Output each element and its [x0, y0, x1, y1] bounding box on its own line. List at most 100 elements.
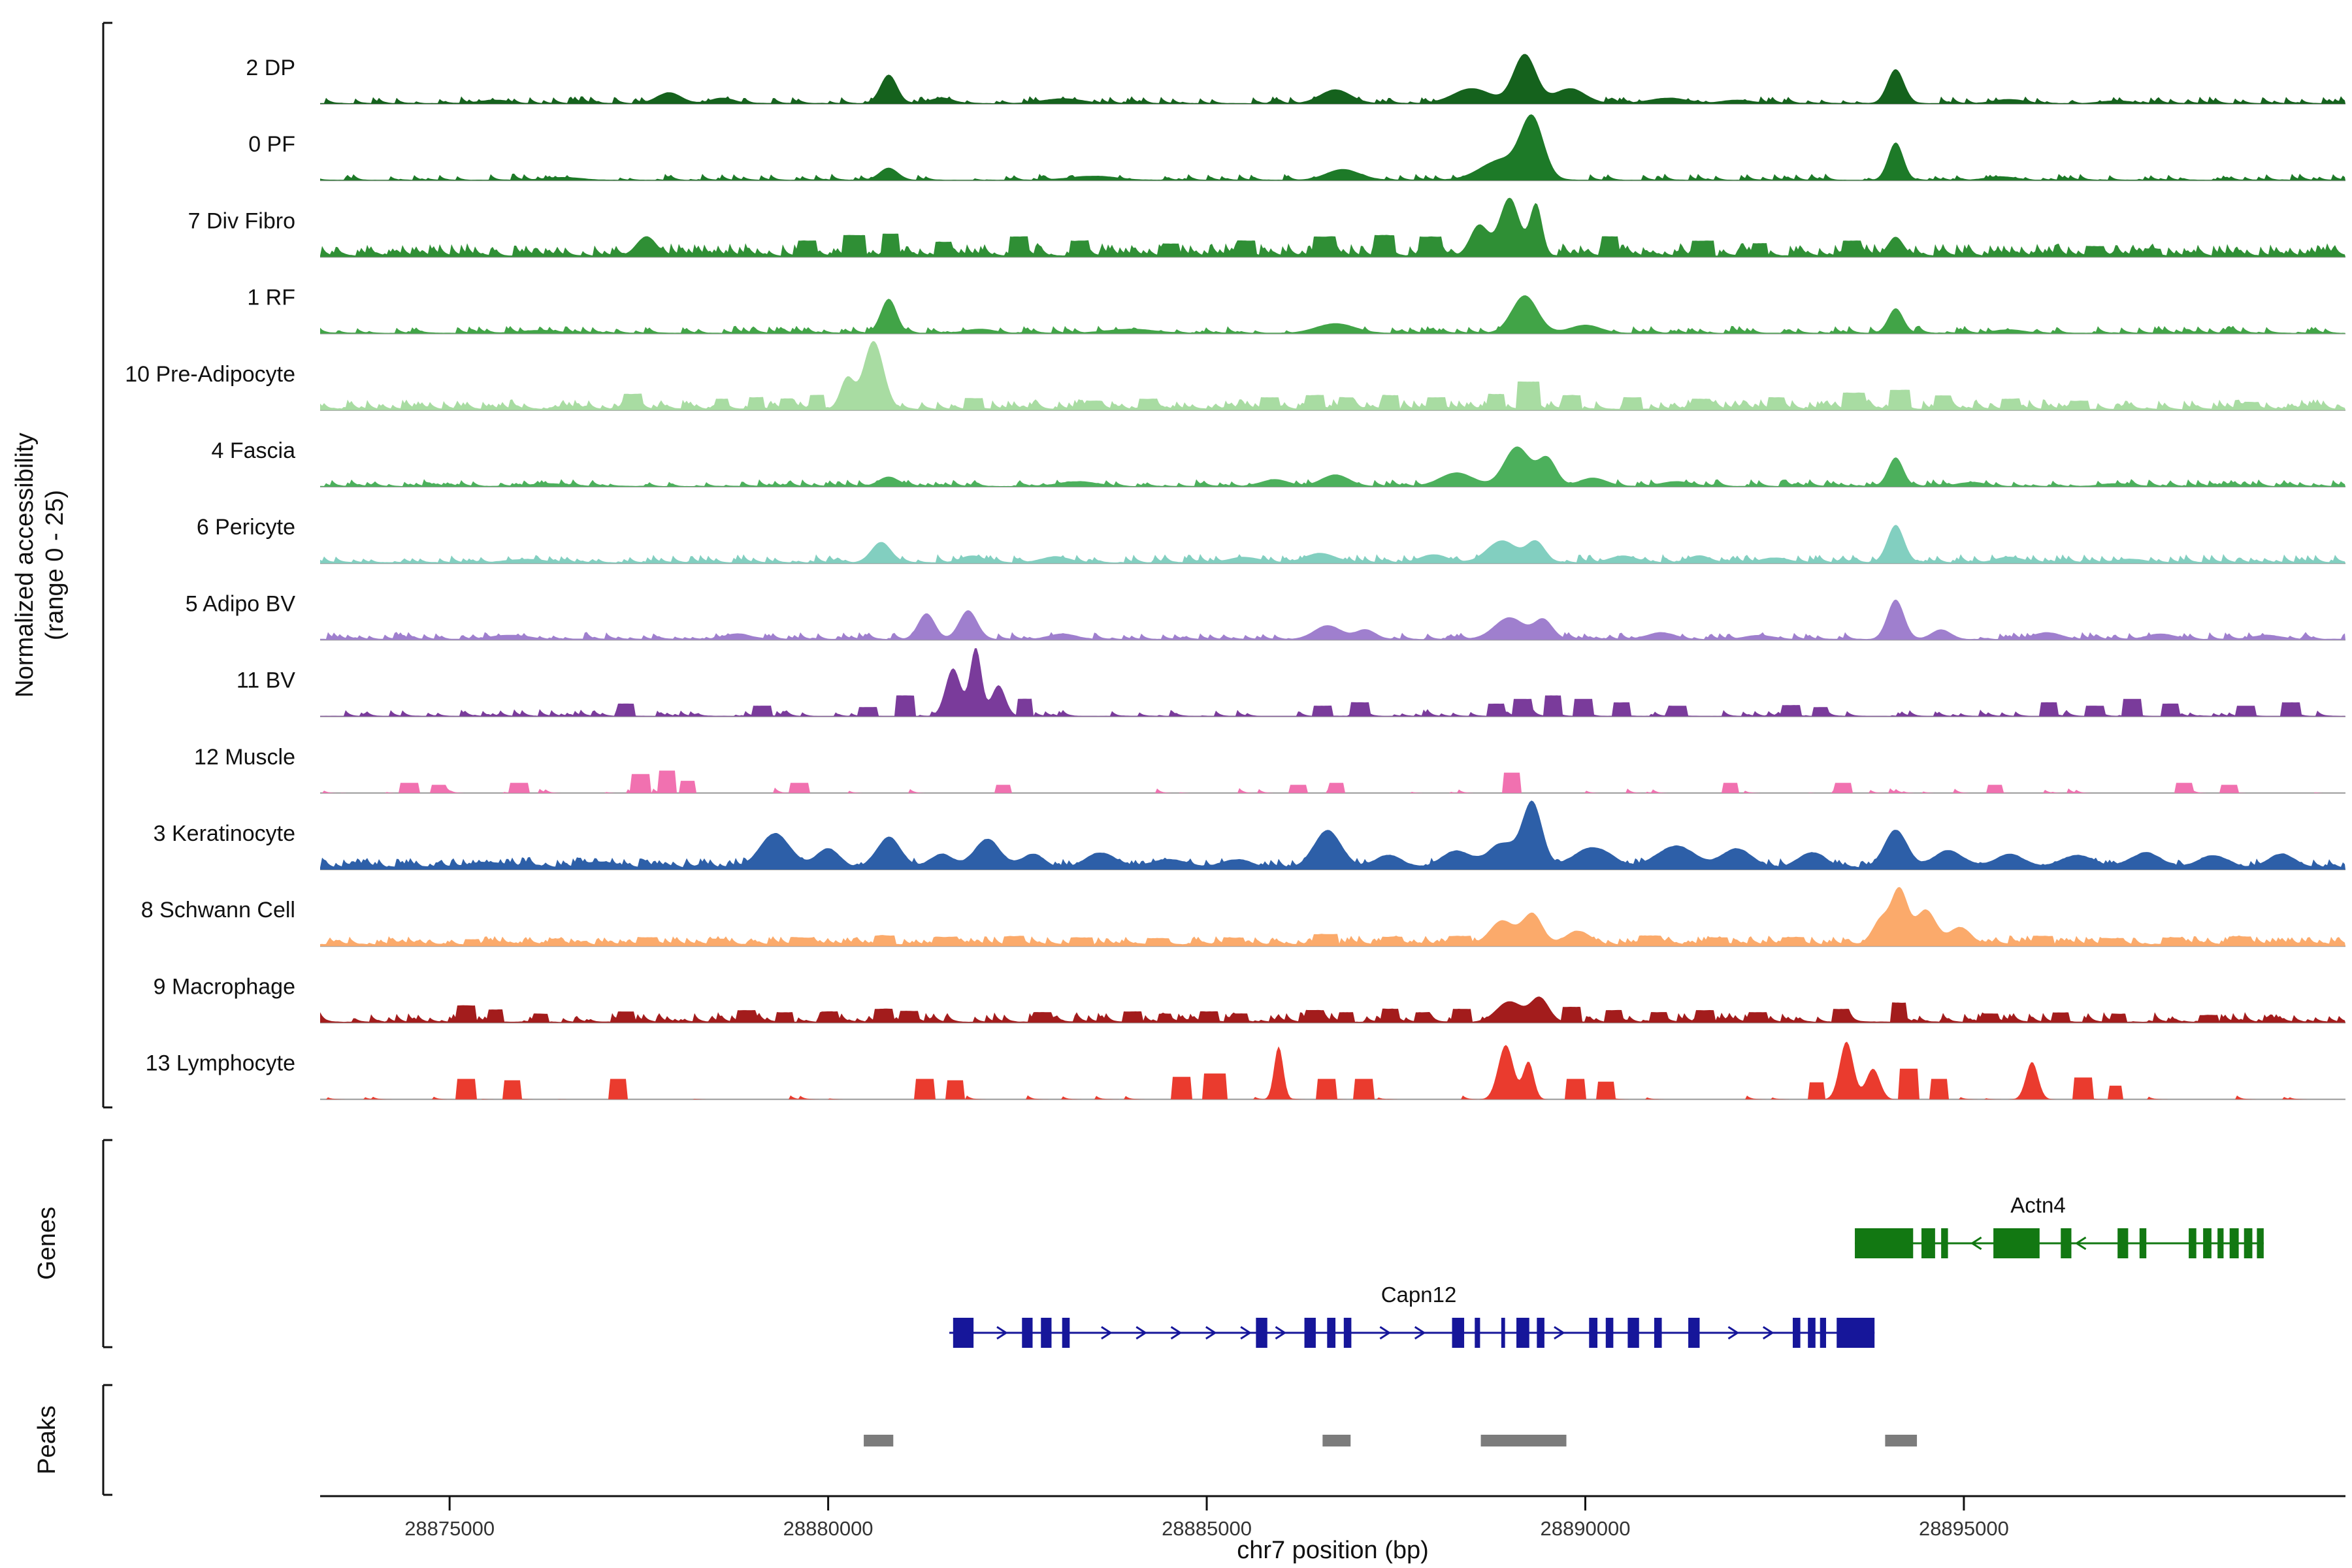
- exon: [1605, 1318, 1614, 1348]
- track-label: 4 Fascia: [212, 438, 296, 463]
- exon: [1654, 1318, 1662, 1348]
- peaks-track: [864, 1435, 1918, 1446]
- track-signal: [320, 525, 2345, 564]
- strand-arrow: [996, 1326, 1008, 1340]
- track-signal: [320, 446, 2345, 487]
- track-9-macrophage: 9 Macrophage: [154, 974, 2345, 1024]
- track-label: 7 Div Fibro: [188, 208, 295, 233]
- x-axis: 28875000 28880000 28885000 28890000 28895000: [320, 1495, 2345, 1540]
- exon: [2244, 1228, 2253, 1258]
- exon: [1688, 1318, 1700, 1348]
- track-label: 3 Keratinocyte: [154, 821, 295, 846]
- x-axis-tick-label: 28895000: [1919, 1517, 2009, 1540]
- track-signal: [320, 770, 2345, 793]
- track-7-div-fibro: 7 Div Fibro: [188, 197, 2345, 258]
- track-13-lymphocyte: 13 Lymphocyte: [146, 1041, 2345, 1100]
- track-signal: [320, 648, 2345, 717]
- exon: [1808, 1318, 1816, 1348]
- exon: [2257, 1228, 2264, 1258]
- exon: [1993, 1228, 2040, 1258]
- track-label: 9 Macrophage: [154, 974, 295, 999]
- exon: [1062, 1318, 1070, 1348]
- exon: [1452, 1318, 1465, 1348]
- exon: [1941, 1228, 1948, 1258]
- exon: [1501, 1318, 1505, 1348]
- exon: [1921, 1228, 1935, 1258]
- x-axis-tick-label: 28880000: [783, 1517, 874, 1540]
- track-label: 12 Muscle: [194, 745, 295, 770]
- exon: [1022, 1318, 1033, 1348]
- x-axis-label: chr7 position (bp): [1237, 1537, 1429, 1564]
- track-signal: [320, 996, 2345, 1023]
- track-signal: [320, 1041, 2345, 1100]
- track-5-adipo-bv: 5 Adipo BV: [186, 591, 2345, 641]
- track-label: 0 PF: [248, 132, 295, 157]
- strand-arrow: [1240, 1326, 1252, 1340]
- track-signal: [320, 114, 2345, 181]
- strand-arrow: [1170, 1326, 1183, 1340]
- strand-arrow: [2074, 1236, 2087, 1250]
- gene-capn12: Capn12: [949, 1282, 1875, 1348]
- track-label: 11 BV: [237, 668, 295, 693]
- peak-region: [864, 1435, 894, 1446]
- track-label: 2 DP: [246, 56, 295, 80]
- exon: [1475, 1318, 1480, 1348]
- track-label: 8 Schwann Cell: [141, 898, 295, 923]
- track-signal: [320, 295, 2345, 334]
- exon: [2203, 1228, 2212, 1258]
- track-10-pre-adipocyte: 10 Pre-Adipocyte: [125, 341, 2345, 411]
- gene-label-actn4: Actn4: [2010, 1193, 2065, 1217]
- x-axis-tick-label: 28890000: [1541, 1517, 1631, 1540]
- exon: [1589, 1318, 1598, 1348]
- track-signal: [320, 887, 2345, 947]
- track-label: 6 Pericyte: [197, 515, 295, 540]
- strand-arrow: [1101, 1326, 1113, 1340]
- peak-region: [1322, 1435, 1351, 1446]
- exon: [2189, 1228, 2197, 1258]
- exon: [2217, 1228, 2224, 1258]
- exon: [1627, 1318, 1639, 1348]
- exon: [1855, 1228, 1914, 1258]
- track-4-fascia: 4 Fascia: [212, 438, 2345, 487]
- track-signal: [320, 54, 2345, 104]
- section-axis-lines: [102, 22, 112, 1496]
- exon: [2229, 1228, 2239, 1258]
- gene-label-capn12: Capn12: [1381, 1282, 1457, 1307]
- exon: [1256, 1318, 1267, 1348]
- track-0-pf: 0 PF: [248, 114, 2345, 182]
- exon: [1516, 1318, 1529, 1348]
- track-1-rf: 1 RF: [247, 286, 2345, 335]
- track-label: 1 RF: [247, 286, 295, 310]
- track-signal: [320, 800, 2345, 870]
- gene-actn4: Actn4: [1855, 1193, 2264, 1258]
- track-signal: [320, 599, 2345, 640]
- track-6-pericyte: 6 Pericyte: [197, 515, 2345, 564]
- strand-arrow: [1205, 1326, 1217, 1340]
- y-axis-label-line1: Normalized accessibility: [11, 433, 39, 697]
- exon: [2061, 1228, 2072, 1258]
- track-3-keratinocyte: 3 Keratinocyte: [154, 800, 2345, 870]
- strand-arrow: [1275, 1326, 1287, 1340]
- exon: [1820, 1318, 1827, 1348]
- exon: [2117, 1228, 2129, 1258]
- x-axis-tick-label: 28885000: [1162, 1517, 1252, 1540]
- peak-region: [1480, 1435, 1567, 1446]
- exon: [1041, 1318, 1052, 1348]
- peak-region: [1885, 1435, 1918, 1446]
- strand-arrow: [1135, 1326, 1147, 1340]
- track-signal: [320, 197, 2345, 257]
- track-8-schwann-cell: 8 Schwann Cell: [141, 887, 2345, 947]
- strand-arrow: [1970, 1236, 1982, 1250]
- strand-arrow: [1554, 1326, 1565, 1340]
- x-axis-tick-label: 28875000: [404, 1517, 495, 1540]
- track-11-bv: 11 BV: [237, 648, 2345, 717]
- exon: [2139, 1228, 2147, 1258]
- exon: [1837, 1318, 1875, 1348]
- strand-arrow: [1727, 1326, 1740, 1340]
- track-signal: [320, 341, 2345, 410]
- track-12-muscle: 12 Muscle: [194, 745, 2345, 794]
- exon: [1793, 1318, 1801, 1348]
- genes-section-label: Genes: [33, 1207, 61, 1280]
